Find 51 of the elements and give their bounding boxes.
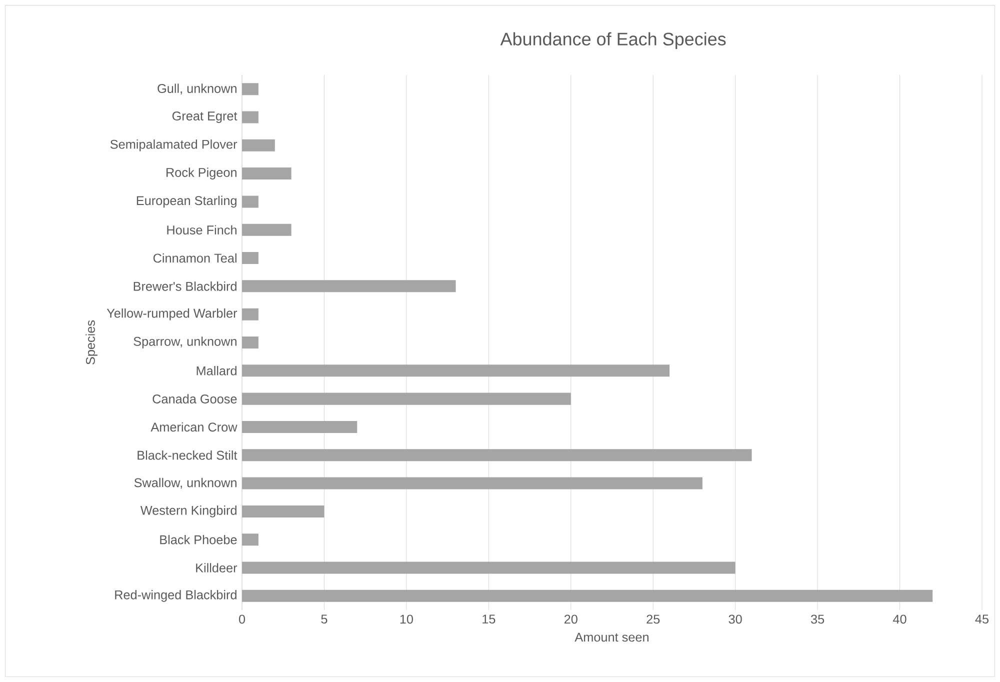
x-tick-label: 35 — [810, 614, 824, 624]
y-tick-label: American Crow — [150, 422, 238, 432]
y-tick-label: Black-necked Stilt — [138, 450, 238, 460]
bar — [242, 111, 258, 124]
bar — [242, 449, 752, 462]
bar — [242, 336, 258, 348]
bar — [242, 562, 736, 574]
x-tick-label: 40 — [893, 614, 906, 624]
y-tick-label: Gull, unknown — [158, 84, 236, 94]
x-tick-label: 0 — [238, 614, 246, 624]
bar — [242, 308, 258, 320]
y-tick-label: Sparrow, unknown — [134, 336, 236, 348]
bar — [242, 168, 292, 180]
x-tick-label: 45 — [975, 614, 989, 624]
bar — [242, 83, 258, 96]
y-tick-label: Rock Pigeon — [166, 168, 236, 180]
x-tick-label: 15 — [482, 614, 496, 624]
bar — [242, 364, 670, 377]
y-tick-label: Swallow, unknown — [134, 478, 236, 489]
y-tick-label: Semipalamated Plover — [110, 139, 238, 152]
x-tick-label: 20 — [564, 614, 578, 624]
bar — [242, 590, 933, 602]
bar — [242, 252, 258, 264]
bar — [242, 477, 702, 490]
y-tick-label: Mallard — [196, 366, 236, 376]
bar — [242, 224, 292, 236]
bar — [242, 505, 324, 518]
y-tick-label: Killdeer — [196, 563, 238, 572]
bar — [242, 534, 258, 546]
bar — [242, 139, 275, 152]
chart-title: Abundance of Each Species — [500, 32, 726, 50]
y-axis-title: Species — [86, 320, 98, 364]
bar — [242, 196, 258, 208]
y-tick-label: Black Phoebe — [160, 534, 237, 544]
y-tick-label: Brewer's Blackbird — [134, 282, 236, 291]
y-tick-label: Cinnamon Teal — [153, 253, 236, 263]
x-tick-label: 25 — [646, 614, 660, 624]
x-tick-label: 30 — [728, 614, 742, 624]
y-tick-label: Western Kingbird — [140, 506, 236, 518]
y-tick-label: Red-winged Blackbird — [115, 590, 236, 602]
x-tick-label: 5 — [321, 614, 328, 624]
x-axis-title: Amount seen — [574, 632, 648, 642]
y-tick-label: Yellow-rumped Warbler — [106, 308, 238, 320]
x-tick-label: 10 — [400, 614, 413, 624]
bar — [242, 420, 358, 433]
y-tick-label: European Starling — [136, 196, 236, 208]
bar — [242, 280, 456, 292]
y-tick-label: House Finch — [167, 225, 236, 235]
bar — [242, 392, 571, 405]
y-tick-label: Canada Goose — [152, 394, 237, 404]
y-tick-label: Great Egret — [172, 112, 238, 123]
